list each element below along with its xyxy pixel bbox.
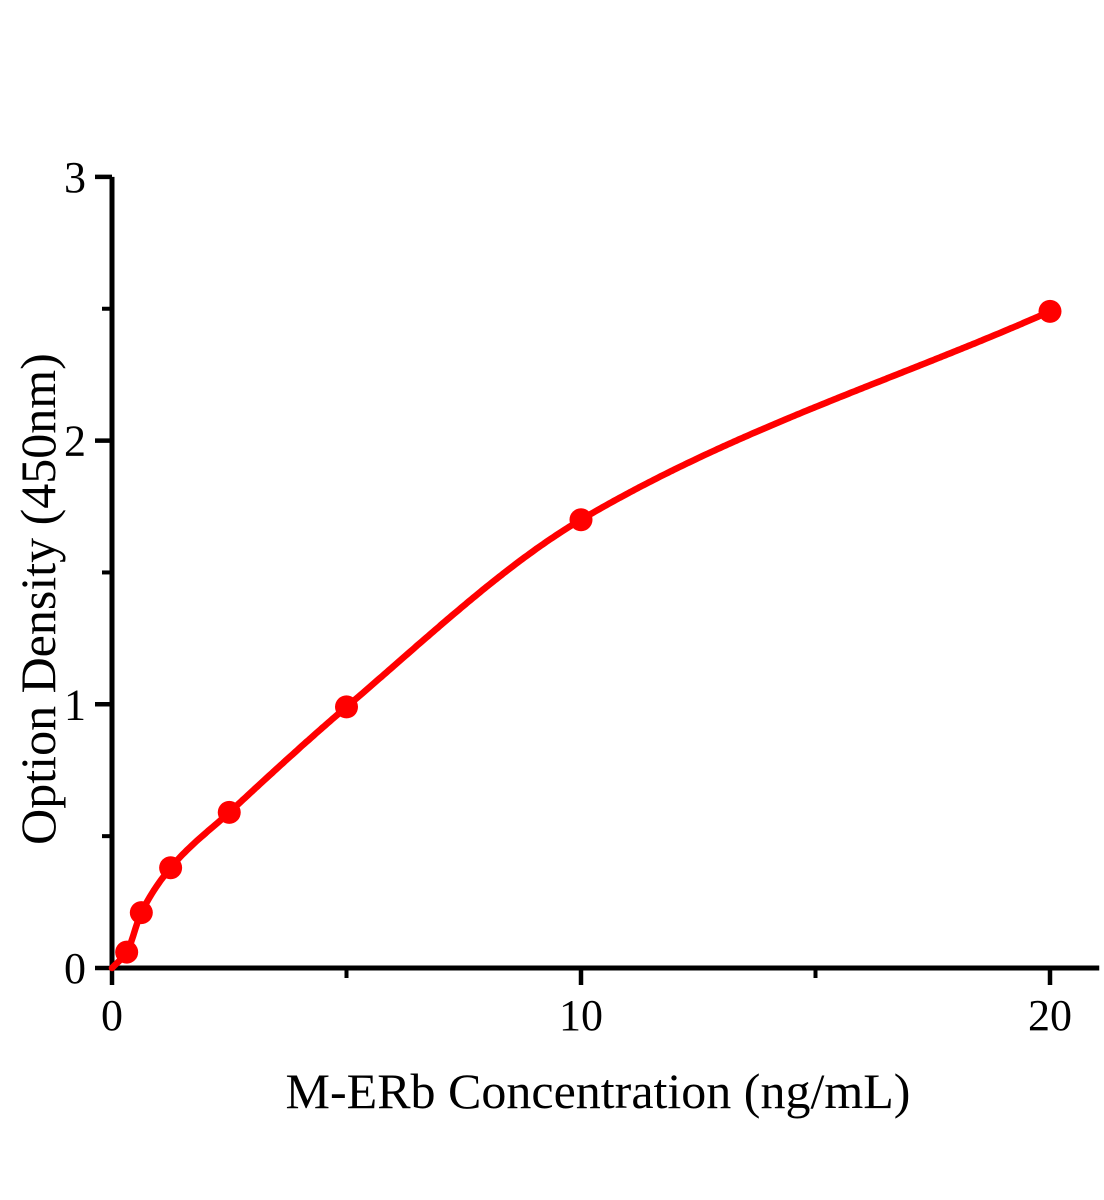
data-point [129,901,153,925]
data-point [159,856,183,880]
y-axis-title: Option Density (450nm) [10,353,66,845]
fit-curve-line [108,308,1054,972]
tick-labels: 0 1 2 3 0 10 20 [64,153,1072,1040]
y-tick-label: 3 [64,153,86,202]
axes [109,176,1100,971]
x-axis-title: M-ERb Concentration (ng/mL) [286,1063,911,1119]
data-point [1038,299,1062,323]
x-tick-label: 10 [559,991,603,1040]
y-tick-label: 2 [64,417,86,466]
plot-area [108,299,1062,972]
data-point [217,800,241,824]
y-tick-label: 1 [64,680,86,729]
y-tick-label: 0 [64,944,86,993]
data-point [115,940,139,964]
tick-marks [95,174,1053,985]
x-tick-label: 0 [101,991,123,1040]
data-point [569,508,593,532]
x-tick-label: 20 [1028,991,1072,1040]
data-point [335,695,358,719]
